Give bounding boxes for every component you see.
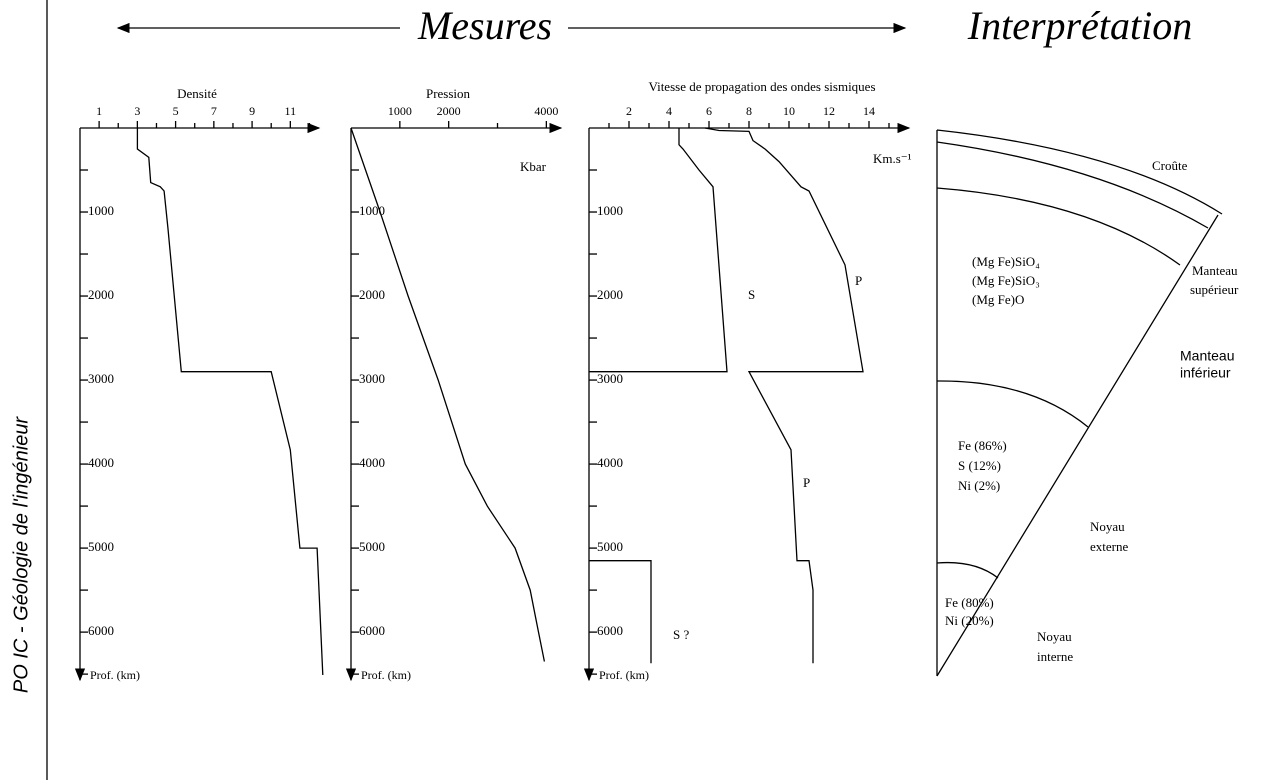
depth-tick-label: 5000 [359,539,385,554]
composition: (Mg Fe)SiO₄ [972,254,1040,269]
depth-tick-label: 4000 [597,455,623,470]
depth-tick-label: 6000 [359,623,385,638]
header-interpretation: Interprétation [967,3,1192,48]
layer-label: supérieur [1190,282,1239,297]
annotation: P [803,475,810,490]
side-label: PO IC - Géologie de l'ingénieur [10,416,32,694]
depth-tick-label: 6000 [88,623,114,638]
depth-label: Prof. (km) [90,668,140,682]
depth-tick-label: 5000 [88,539,114,554]
composition: Ni (20%) [945,613,994,628]
value-tick-label: 11 [285,104,297,118]
value-tick-label: 2 [626,104,632,118]
depth-tick-label: 6000 [597,623,623,638]
value-tick-label: 4000 [534,104,558,118]
depth-label: Prof. (km) [361,668,411,682]
value-tick-label: 1 [96,104,102,118]
series-label: S [748,287,755,302]
layer-label: Noyau [1090,519,1125,534]
chart-title: Pression [426,86,471,101]
depth-tick-label: 2000 [88,287,114,302]
layer-label: Noyau [1037,629,1072,644]
value-tick-label: 12 [823,104,835,118]
series-label: P [855,273,862,288]
depth-tick-label: 1000 [597,203,623,218]
value-tick-label: 6 [706,104,712,118]
value-tick-label: 9 [249,104,255,118]
unit-label: Kbar [520,159,547,174]
depth-tick-label: 3000 [88,371,114,386]
composition: (Mg Fe)O [972,292,1024,307]
depth-tick-label: 4000 [359,455,385,470]
layer-label: externe [1090,539,1128,554]
composition: (Mg Fe)SiO₃ [972,273,1040,288]
depth-tick-label: 1000 [88,203,114,218]
depth-tick-label: 4000 [88,455,114,470]
depth-label: Prof. (km) [599,668,649,682]
layer-label: Manteau [1180,348,1234,364]
profile-line [705,128,863,663]
value-tick-label: 14 [863,104,875,118]
layer-label: interne [1037,649,1073,664]
figure: PO IC - Géologie de l'ingénieur Mesures … [0,0,1264,780]
value-tick-label: 8 [746,104,752,118]
profile-line [137,128,322,675]
chart-title: Densité [177,86,217,101]
layer-label: inférieur [1180,365,1231,381]
composition: S (12%) [958,458,1001,473]
depth-tick-label: 5000 [597,539,623,554]
interpretation-diagram: Croûte (Mg Fe)SiO₄ (Mg Fe)SiO₃ (Mg Fe)O … [937,130,1239,676]
core-mantle-boundary [937,381,1088,427]
depth-tick-label: 3000 [359,371,385,386]
composition: Fe (80%) [945,595,994,610]
profile-line [589,561,651,664]
value-tick-label: 4 [666,104,672,118]
value-tick-label: 2000 [437,104,461,118]
composition: Ni (2%) [958,478,1000,493]
value-tick-label: 3 [134,104,140,118]
header-measures: Mesures [417,3,552,48]
layer-label: Croûte [1152,158,1188,173]
composition: Fe (86%) [958,438,1007,453]
depth-tick-label: 2000 [597,287,623,302]
value-tick-label: 1000 [388,104,412,118]
profile-line [589,128,727,372]
unit-label: Km.s⁻¹ [873,151,912,166]
value-tick-label: 10 [783,104,795,118]
series-label: S ? [673,627,689,642]
chart-title: Vitesse de propagation des ondes sismiqu… [648,79,875,94]
value-tick-label: 5 [173,104,179,118]
layer-label: Manteau [1192,263,1238,278]
value-tick-label: 7 [211,104,217,118]
inner-core-boundary [937,563,998,578]
depth-tick-label: 2000 [359,287,385,302]
depth-tick-label: 3000 [597,371,623,386]
